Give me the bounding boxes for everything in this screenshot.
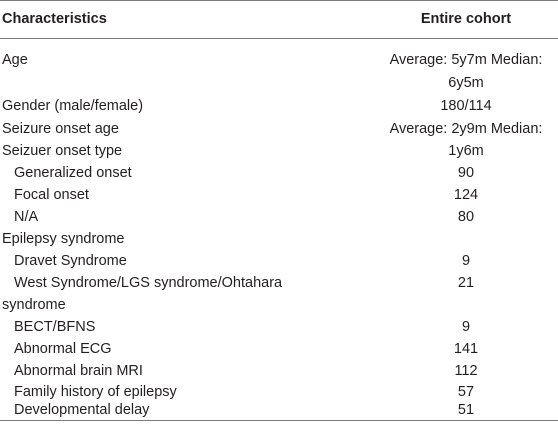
bottom-rule [0, 420, 558, 421]
row-value: 6y5m [448, 75, 484, 91]
row-label: N/A [14, 209, 39, 225]
row-label: Focal onset [14, 187, 89, 203]
row-value: 180/114 [440, 98, 492, 114]
row-value: 9 [461, 319, 471, 335]
row-value: 124 [453, 187, 479, 203]
row-label: Seizure onset age [2, 121, 119, 137]
row-value: 57 [457, 384, 475, 400]
row-value: 90 [457, 165, 475, 181]
header-cell: Characteristics [2, 11, 107, 27]
header-cell: Entire cohort [420, 11, 512, 27]
row-value: Average: 5y7m Median: [389, 52, 543, 68]
header-rule [0, 38, 558, 39]
row-value: 80 [457, 209, 475, 225]
row-label: Abnormal ECG [14, 341, 112, 357]
row-label: Age [2, 52, 28, 68]
row-value: 9 [461, 253, 471, 269]
row-label: West Syndrome/LGS syndrome/Ohtahara [14, 275, 283, 291]
row-value: 21 [457, 275, 475, 291]
row-label: Developmental delay [14, 402, 150, 418]
row-value: 1y6m [448, 143, 484, 159]
top-rule [0, 0, 558, 1]
row-label: Abnormal brain MRI [14, 363, 143, 379]
row-label: Dravet Syndrome [14, 253, 127, 269]
row-label: Epilepsy syndrome [2, 231, 125, 247]
row-value: 51 [457, 402, 475, 418]
row-label: Generalized onset [14, 165, 132, 181]
row-label: Gender (male/female) [2, 98, 144, 114]
row-label: Seizuer onset type [2, 143, 123, 159]
row-label: syndrome [2, 297, 66, 313]
row-label: Family history of epilepsy [14, 384, 177, 400]
row-value: 112 [454, 363, 478, 379]
row-value: 141 [453, 341, 479, 357]
row-value: Average: 2y9m Median: [389, 121, 543, 137]
row-label: BECT/BFNS [14, 319, 96, 335]
